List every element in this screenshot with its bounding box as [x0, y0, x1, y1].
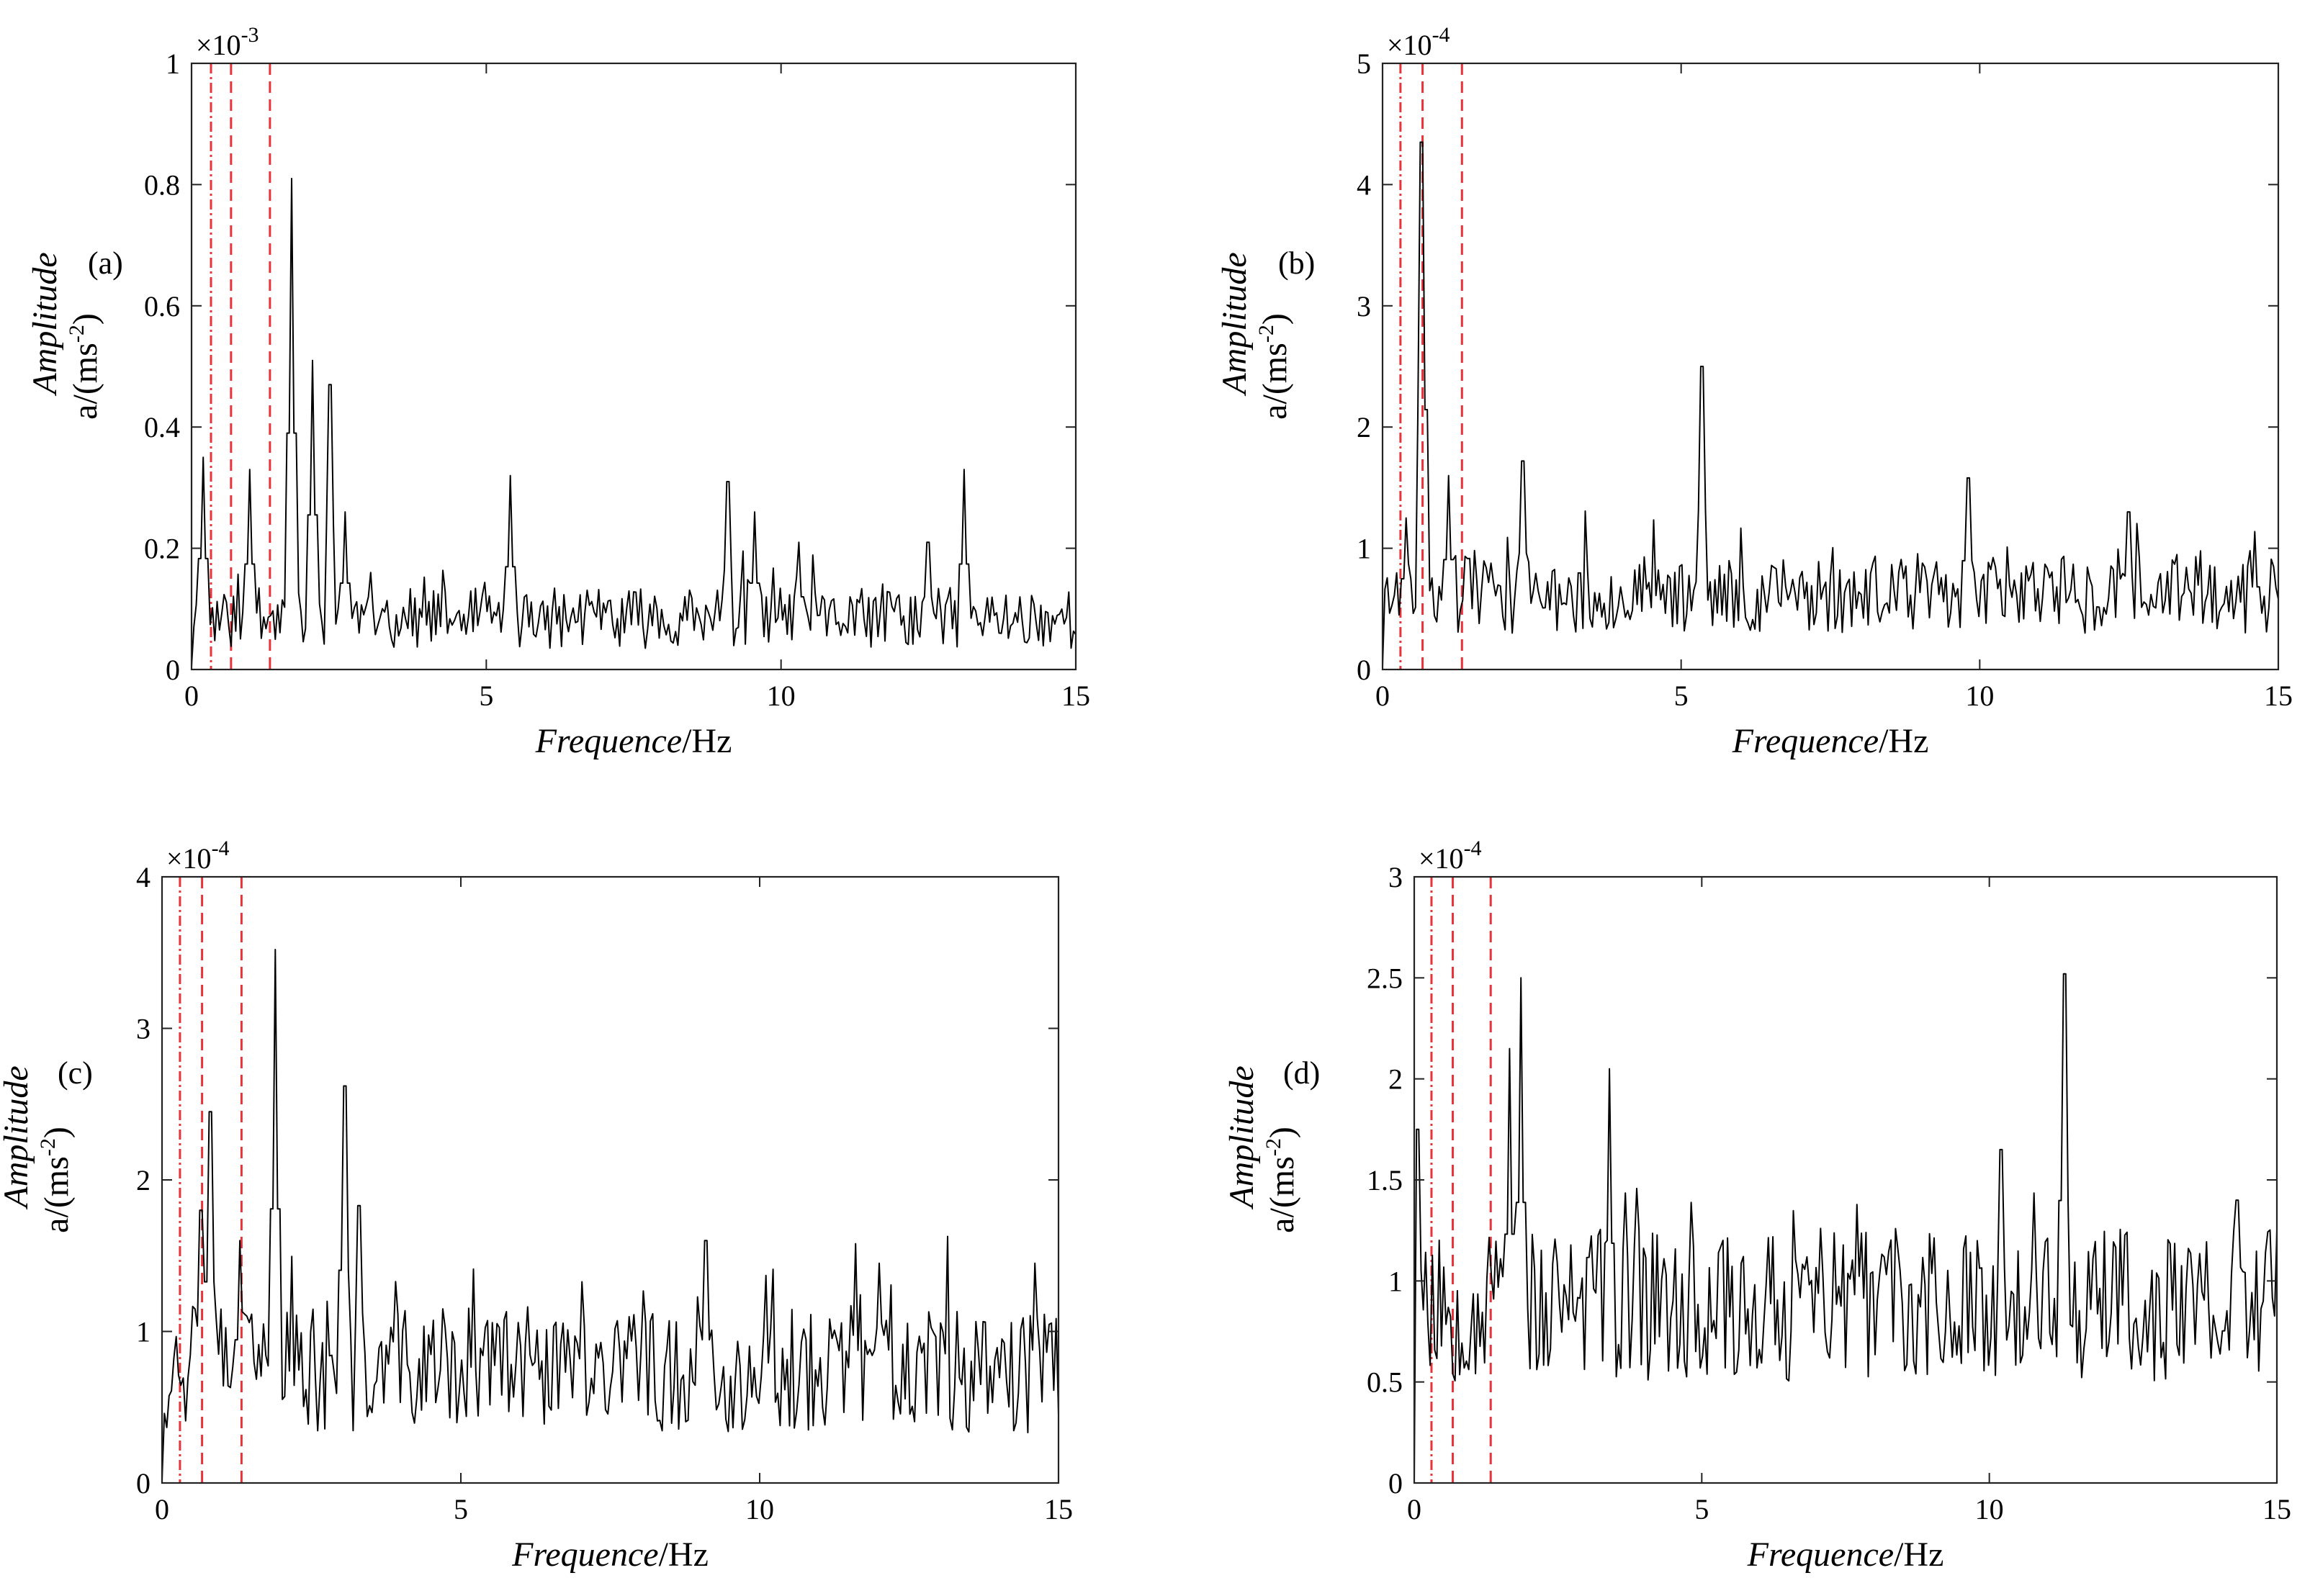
y-axis-label: Amplitude: [26, 252, 64, 396]
y-tick-label: 1: [166, 48, 180, 80]
x-tick-label: 15: [2262, 1493, 2291, 1525]
y-tick-label: 2: [1357, 411, 1371, 443]
panel-label: (a): [88, 245, 123, 281]
y-tick-label: 0.6: [144, 290, 180, 323]
y-tick-label: 1: [1388, 1265, 1403, 1297]
spectrum-line: [161, 949, 1059, 1480]
axes-box: [1381, 62, 2280, 671]
y-tick-label: 0.2: [144, 533, 180, 565]
x-tick-label: 15: [1061, 680, 1090, 712]
y-axis-unit: a/(ms-2): [65, 313, 104, 420]
y-axis-unit: a/(ms-2): [36, 1127, 76, 1233]
y-tick-label: 1: [1357, 533, 1371, 565]
x-tick-label: 0: [1407, 1493, 1421, 1525]
x-axis-label: Frequence/Hz: [1732, 722, 1929, 760]
spectrum-line: [191, 178, 1077, 667]
y-tick-label: 3: [136, 1013, 150, 1045]
x-tick-label: 15: [2264, 680, 2293, 712]
x-axis-label: Frequence/Hz: [535, 722, 732, 760]
scale-factor: ×10-4: [1387, 23, 1450, 61]
x-tick-label: 0: [184, 680, 199, 712]
panel-label: (c): [58, 1055, 93, 1091]
y-axis-label: Amplitude: [1215, 252, 1254, 396]
y-tick-label: 0: [166, 654, 180, 686]
y-tick-label: 0.4: [144, 411, 180, 443]
x-axis-label: Frequence/Hz: [511, 1536, 709, 1574]
x-tick-label: 5: [479, 680, 493, 712]
y-tick-label: 1: [136, 1316, 150, 1348]
y-tick-label: 0.8: [144, 168, 180, 201]
y-tick-label: 1.5: [1367, 1164, 1403, 1196]
scale-factor: ×10-4: [166, 837, 230, 875]
axes-box: [190, 62, 1077, 671]
y-axis-label: Amplitude: [0, 1065, 35, 1209]
y-tick-label: 2.5: [1367, 962, 1403, 994]
y-tick-label: 0.5: [1367, 1366, 1403, 1399]
x-tick-label: 10: [1965, 680, 1994, 712]
subplot-a: 0 5 10 15 0 0.2 0.4 0.6 0.8 1 ×10-3 Frequence/Hz Amp…: [26, 23, 1090, 760]
y-axis-label: Amplitude: [1223, 1065, 1261, 1209]
x-tick-label: 5: [454, 1493, 468, 1525]
x-tick-label: 0: [1375, 680, 1390, 712]
scale-factor: ×10-4: [1419, 837, 1482, 875]
y-tick-label: 0: [1357, 654, 1371, 686]
y-tick-label: 3: [1388, 861, 1403, 893]
x-tick-label: 0: [155, 1493, 169, 1525]
scale-factor: ×10-3: [196, 23, 259, 61]
y-tick-label: 0: [136, 1467, 150, 1500]
y-tick-label: 2: [136, 1164, 150, 1196]
spectrum-line: [1382, 141, 2279, 667]
panel-label: (d): [1283, 1055, 1320, 1091]
y-tick-label: 0: [1388, 1467, 1403, 1500]
x-tick-label: 10: [767, 680, 796, 712]
x-axis-label: Frequence/Hz: [1747, 1536, 1944, 1574]
x-tick-label: 5: [1674, 680, 1689, 712]
y-tick-label: 4: [1357, 168, 1371, 201]
panel-label: (b): [1278, 245, 1315, 281]
x-tick-label: 15: [1044, 1493, 1073, 1525]
x-tick-label: 5: [1694, 1493, 1709, 1525]
subplot-d: 0 5 10 15 0 0.5 1 1.5 2 2.5 3 ×10-4 Frequence/Hz Ampl…: [1223, 837, 2291, 1574]
axes-box: [1413, 875, 2278, 1484]
y-tick-label: 3: [1357, 290, 1371, 323]
x-tick-label: 10: [1975, 1493, 2004, 1525]
x-tick-label: 10: [745, 1493, 774, 1525]
subplot-b: 0 5 10 15 0 1 2 3 4 5 ×10-4 Frequence/Hz Amplitude a/…: [1215, 23, 2293, 760]
subplot-c: 0 5 10 15 0 1 2 3 4 ×10-4 Frequence/Hz Amplitude a/(…: [0, 837, 1073, 1574]
y-tick-label: 2: [1388, 1063, 1403, 1096]
y-axis-unit: a/(ms-2): [1254, 313, 1294, 420]
y-tick-label: 4: [136, 861, 150, 893]
y-tick-label: 5: [1357, 48, 1371, 80]
y-axis-unit: a/(ms-2): [1262, 1127, 1301, 1233]
spectrum-line: [1414, 973, 2278, 1480]
